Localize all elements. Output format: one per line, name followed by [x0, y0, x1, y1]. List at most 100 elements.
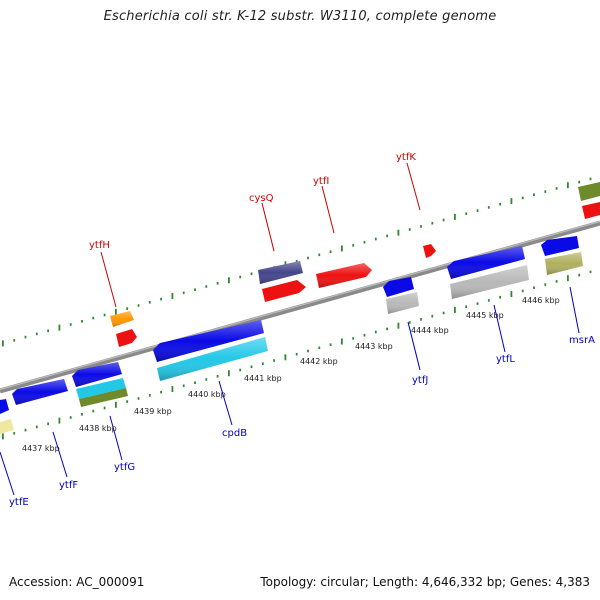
- forward-tick-mark: [578, 180, 581, 184]
- forward-tick-mark: [58, 324, 61, 331]
- gene-ytfF-shade: [12, 379, 68, 405]
- reverse-tick-mark: [374, 330, 377, 334]
- gene-ytfE[interactable]: [0, 419, 14, 434]
- forward-tick-mark: [499, 202, 501, 206]
- forward-tick-mark: [69, 323, 72, 326]
- kbp-label-4444: 4444 kbp: [411, 326, 449, 335]
- forward-tick-mark: [544, 190, 547, 193]
- label-ytfI[interactable]: ytfI: [313, 176, 329, 187]
- kbp-label-4441: 4441 kbp: [244, 374, 282, 383]
- gene-ytfH-shade: [110, 311, 134, 327]
- gene-ytfK[interactable]: [423, 244, 436, 258]
- forward-tick-mark: [420, 225, 422, 228]
- kbp-label-4446: 4446 kbp: [522, 296, 560, 305]
- forward-tick-mark: [363, 240, 366, 244]
- forward-tick-mark: [81, 320, 83, 323]
- forward-tick-mark: [442, 218, 445, 222]
- label-ytfE[interactable]: ytfE: [9, 497, 29, 508]
- kbp-label-4440: 4440 kbp: [188, 390, 226, 399]
- reverse-tick-mark: [2, 433, 4, 440]
- gene-cysQ-shade: [258, 261, 303, 284]
- forward-tick-mark: [454, 213, 456, 220]
- reverse-tick-mark: [284, 354, 287, 361]
- forward-tick-mark: [228, 277, 230, 284]
- reverse-tick-mark: [137, 397, 140, 400]
- reverse-tick-mark: [205, 378, 208, 381]
- reverse-tick-mark: [24, 428, 27, 432]
- reverse-tick-mark: [81, 413, 83, 416]
- forward-leaders: [100, 162, 421, 308]
- forward-tick-mark: [182, 291, 185, 295]
- forward-tick-mark: [205, 285, 208, 288]
- forward-tick-mark: [431, 221, 434, 225]
- forward-tick-mark: [160, 297, 162, 301]
- reverse-tick-mark: [318, 346, 321, 350]
- forward-genes: [110, 182, 600, 347]
- reverse-tick-mark: [454, 306, 456, 313]
- reverse-tick-mark: [261, 362, 264, 365]
- reverse-tick-mark: [47, 422, 49, 426]
- forward-tick-mark: [318, 253, 321, 257]
- label-cysQ[interactable]: cysQ: [249, 193, 274, 204]
- forward-tick-mark: [115, 308, 117, 315]
- gene-gray-large-shade: [450, 265, 529, 299]
- reverse-tick-mark: [476, 302, 479, 305]
- label-ytfK[interactable]: ytfK: [396, 152, 416, 163]
- reverse-tick-mark: [510, 291, 513, 298]
- reverse-tick-mark: [126, 400, 129, 403]
- gene-ytfG-shade: [72, 362, 122, 387]
- reverse-tick-mark: [555, 280, 558, 283]
- forward-tick-mark: [555, 187, 558, 190]
- gene-olive-small[interactable]: [79, 388, 128, 407]
- forward-tick-mark: [13, 339, 16, 342]
- reverse-tick-mark: [431, 314, 434, 318]
- reverse-tick-mark: [160, 390, 162, 394]
- forward-tick-mark: [397, 229, 400, 236]
- label-ytfH[interactable]: ytfH: [89, 240, 110, 251]
- forward-tick-mark: [92, 316, 95, 320]
- reverse-tick-mark: [295, 352, 298, 356]
- gene-red-1[interactable]: [116, 329, 137, 347]
- reverse-tick-mark: [533, 286, 535, 289]
- forward-tick-mark: [341, 245, 343, 252]
- gene-ytfL-shade: [447, 246, 525, 279]
- reverse-tick-mark: [442, 311, 445, 315]
- reverse-tick-mark: [35, 425, 38, 429]
- reverse-gene-shapes: [0, 236, 583, 434]
- reverse-tick-mark: [171, 386, 174, 392]
- forward-tick-mark: [329, 250, 332, 253]
- forward-tick-mark: [194, 288, 196, 291]
- forward-tick-mark: [307, 256, 309, 260]
- gene-cyan-small[interactable]: [76, 378, 126, 399]
- forward-tick-mark: [137, 304, 140, 307]
- forward-tick-mark: [103, 313, 106, 317]
- forward-tick-mark: [465, 212, 468, 215]
- reverse-tick-mark: [341, 338, 343, 345]
- reverse-tick-mark: [250, 365, 253, 369]
- reverse-tick-mark: [465, 305, 468, 308]
- forward-tick-mark: [352, 244, 355, 247]
- gene-red-top[interactable]: [582, 202, 600, 219]
- forward-tick-mark: [239, 275, 242, 279]
- accession-text: Accession: AC_000091: [9, 575, 145, 589]
- forward-tick-mark: [47, 329, 49, 333]
- label-ytfL[interactable]: ytfL: [496, 354, 515, 365]
- label-ytfJ[interactable]: ytfJ: [412, 375, 428, 386]
- gene-msrA-shade: [545, 252, 583, 275]
- gene-msrA-blue[interactable]: [541, 236, 579, 256]
- gene-blue-left[interactable]: [0, 399, 9, 414]
- kbp-label-4443: 4443 kbp: [355, 342, 393, 351]
- label-msrA[interactable]: msrA: [569, 335, 595, 346]
- label-ytfG[interactable]: ytfG: [114, 462, 135, 473]
- kbp-label-4442: 4442 kbp: [300, 357, 338, 366]
- gene-ytfJ[interactable]: [383, 277, 414, 297]
- forward-tick-mark: [589, 177, 592, 181]
- gene-red-2[interactable]: [262, 280, 306, 302]
- gene-olive-top[interactable]: [578, 182, 600, 201]
- label-cpdB[interactable]: cpdB: [222, 428, 247, 439]
- forward-tick-mark: [295, 259, 298, 263]
- label-ytfF[interactable]: ytfF: [59, 480, 78, 491]
- reverse-tick-mark: [487, 299, 490, 302]
- reverse-tick-mark: [92, 409, 95, 413]
- reverse-tick-mark: [352, 337, 355, 340]
